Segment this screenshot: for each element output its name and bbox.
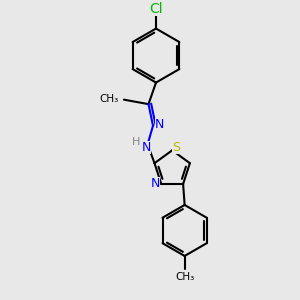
Text: CH₃: CH₃ [99,94,119,104]
Text: H: H [132,137,140,147]
Text: N: N [151,178,160,190]
Text: N: N [142,141,152,154]
Text: CH₃: CH₃ [175,272,194,282]
Text: Cl: Cl [149,2,163,16]
Text: S: S [172,141,180,154]
Text: N: N [155,118,164,131]
